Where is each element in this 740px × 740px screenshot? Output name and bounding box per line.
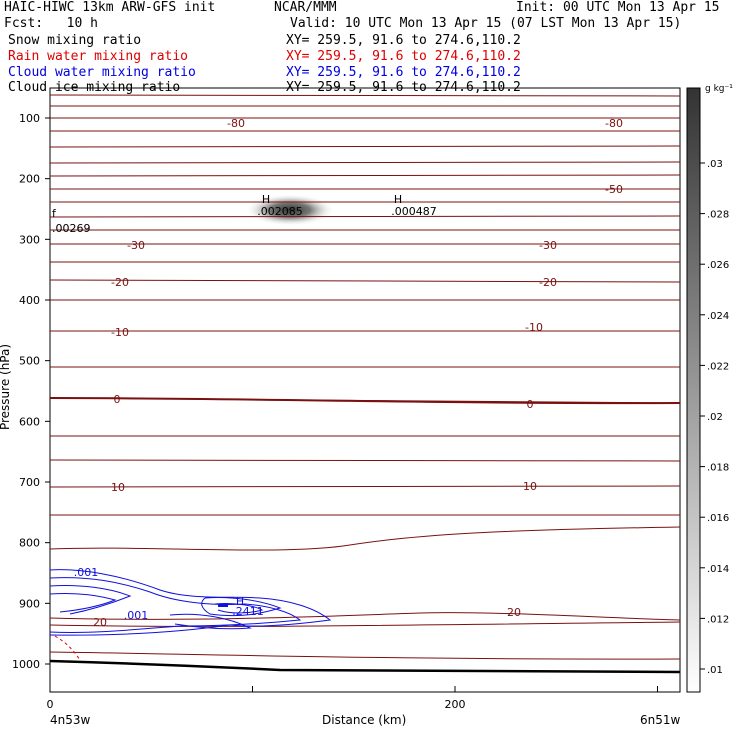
y-tick-label: 700 — [19, 476, 40, 489]
temperature-contour-labels: -80 -80 -50 -30 -30 -20 -20 -10 -10 0 0 … — [93, 117, 623, 629]
colorbar-tick-label: .01 — [707, 665, 723, 676]
temperature-contour-line — [49, 526, 681, 551]
contour-label-m30-left: -30 — [127, 239, 145, 252]
temperature-contour-line — [49, 651, 681, 660]
rain-water-contour — [54, 635, 81, 661]
plot-title: HAIC-HIWC 13km ARW-GFS init — [4, 0, 216, 15]
temperature-contour-line — [49, 459, 681, 462]
right-location: 6n51w — [640, 713, 681, 727]
left-location: 4n53w — [50, 713, 91, 727]
x-axis-label: Distance (km) — [322, 713, 407, 727]
x-axis-ticks: 0 200 — [47, 686, 658, 711]
y-tick-label: 100 — [19, 112, 40, 125]
y-tick-label: 800 — [19, 537, 40, 550]
cloudwater-marker-dash — [218, 604, 228, 607]
x-tick-label: 200 — [445, 698, 466, 711]
temperature-contour-line — [49, 279, 681, 283]
field-label-snow: Snow mixing ratio — [8, 33, 142, 48]
colorbar-tick-label: .018 — [707, 463, 729, 474]
contour-label-m80-right: -80 — [605, 117, 623, 130]
contour-label-m10-right: -10 — [525, 321, 543, 334]
plot-frame — [49, 87, 681, 693]
contour-label-m20-left: -20 — [111, 276, 129, 289]
colorbar-tick-label: .02 — [707, 412, 723, 423]
y-tick-label: 500 — [19, 355, 40, 368]
temperature-contour-line — [49, 174, 681, 177]
contour-label-0-right: 0 — [527, 398, 534, 411]
edge-marker-symbol: f — [52, 207, 57, 220]
high-marker-cloudwater-value: .2411 — [232, 605, 264, 618]
organization-label: NCAR/MMM — [274, 0, 337, 15]
field-label-cloudwater: Cloud water mixing ratio — [8, 65, 196, 80]
contour-label-20-left: 20 — [93, 616, 107, 629]
field-label-rain: Rain water mixing ratio — [8, 49, 189, 64]
contour-label-10-right: 10 — [523, 480, 537, 493]
x-tick-label: 0 — [47, 698, 54, 711]
contour-label-20-right: 20 — [507, 606, 521, 619]
y-axis-label: Pressure (hPa) — [0, 343, 13, 431]
high-marker-snow-1-symbol: H — [262, 193, 270, 206]
contour-label-10-left: 10 — [111, 481, 125, 494]
colorbar-tick-label: .024 — [707, 311, 729, 322]
contour-label-m10-left: -10 — [111, 326, 129, 339]
freezing-level-contour — [49, 397, 681, 405]
field-xy-cloudwater: XY= 259.5, 91.6 to 274.6,110.2 — [286, 65, 521, 80]
temperature-contours — [49, 94, 681, 660]
temperature-contour-line — [49, 485, 681, 488]
y-tick-label: 600 — [19, 415, 40, 428]
high-marker-snow-1-value: .002085 — [257, 205, 303, 218]
terrain-line — [49, 659, 681, 674]
y-tick-label: 900 — [19, 597, 40, 610]
valid-time: Valid: 10 UTC Mon 13 Apr 15 (07 LST Mon … — [290, 16, 682, 31]
cloud-water-contours — [49, 569, 332, 636]
colorbar-tick-label: .012 — [707, 614, 729, 625]
contour-label-m80-left: -80 — [227, 117, 245, 130]
temperature-contour-line — [49, 94, 681, 97]
temperature-contour-line — [49, 145, 681, 148]
colorbar-tick-label: .03 — [707, 159, 723, 170]
high-marker-snow-2-value: .000487 — [391, 205, 437, 218]
temperature-contour-line — [49, 621, 681, 627]
contour-label-0-left: 0 — [114, 393, 121, 406]
temperature-contour-line — [49, 161, 681, 164]
colorbar-tick-label: .014 — [707, 564, 729, 575]
temperature-contour-line — [49, 215, 681, 218]
contour-label-m20-right: -20 — [539, 276, 557, 289]
field-xy-rain: XY= 259.5, 91.6 to 274.6,110.2 — [286, 49, 521, 64]
edge-marker-value: .00269 — [52, 222, 91, 235]
high-marker-snow-2-symbol: H — [394, 193, 402, 206]
cloudwater-label-1: .001 — [74, 566, 99, 579]
colorbar-tick-label: .028 — [707, 210, 729, 221]
colorbar-ticks: .03 .028 .026 .024 .022 .02 .018 .016 .014 .012 .0… — [700, 159, 729, 676]
y-axis-ticks: 100 200 300 400 500 600 700 800 900 1000 — [12, 112, 50, 671]
forecast-hour: Fcst: 10 h — [4, 16, 98, 31]
y-tick-label: 300 — [19, 233, 40, 246]
colorbar — [686, 87, 701, 693]
y-tick-label: 200 — [19, 173, 40, 186]
field-xy-snow: XY= 259.5, 91.6 to 274.6,110.2 — [286, 33, 521, 48]
colorbar-unit: g kg⁻¹ — [705, 84, 733, 94]
contour-label-m30-right: -30 — [539, 239, 557, 252]
cloudwater-label-2: .001 — [124, 609, 149, 622]
init-time: Init: 00 UTC Mon 13 Apr 15 — [516, 0, 720, 15]
y-tick-label: 1000 — [12, 658, 40, 671]
high-marker-cloudwater-symbol: H — [236, 595, 244, 608]
y-tick-label: 400 — [19, 294, 40, 307]
temperature-contour-line — [49, 612, 681, 621]
colorbar-tick-label: .022 — [707, 361, 729, 372]
contour-label-m50: -50 — [605, 183, 623, 196]
colorbar-tick-label: .026 — [707, 260, 729, 271]
colorbar-tick-label: .016 — [707, 513, 729, 524]
